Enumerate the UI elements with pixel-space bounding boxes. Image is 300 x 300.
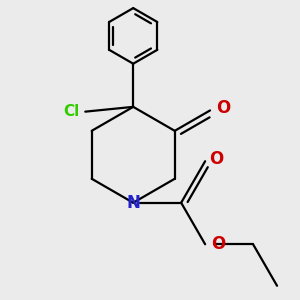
- Text: Cl: Cl: [63, 104, 80, 119]
- Text: O: O: [209, 150, 223, 168]
- Text: O: O: [216, 99, 230, 117]
- Text: N: N: [126, 194, 140, 212]
- Text: O: O: [212, 235, 226, 253]
